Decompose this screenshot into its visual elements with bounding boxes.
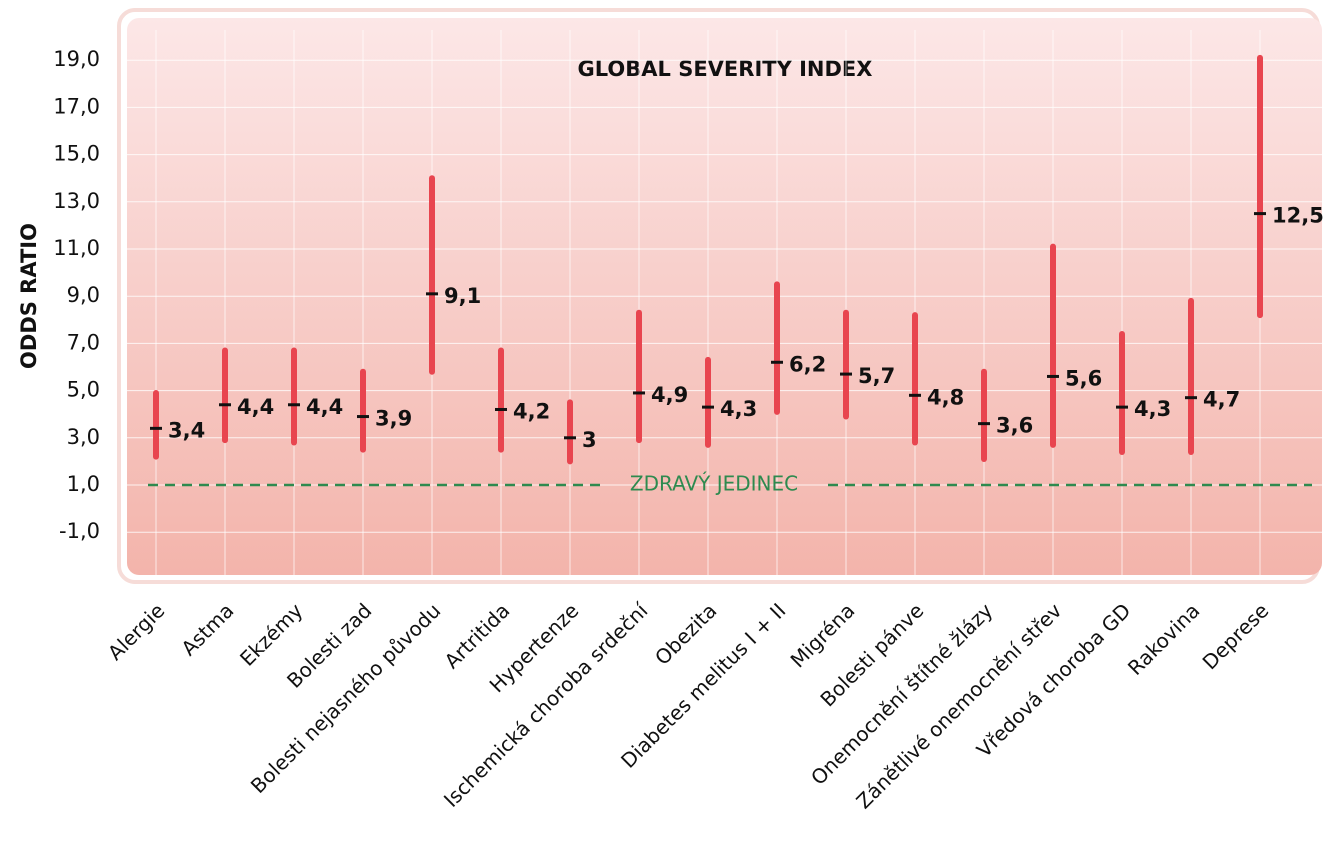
- x-tick-label: Rakovina: [1123, 598, 1204, 679]
- value-label: 5,7: [858, 364, 895, 388]
- value-label: 4,4: [237, 395, 274, 419]
- value-label: 9,1: [444, 284, 481, 308]
- y-tick-label: 19,0: [53, 47, 100, 71]
- value-label: 4,3: [720, 397, 757, 421]
- chart-title: GLOBAL SEVERITY INDEX: [578, 57, 873, 81]
- value-label: 4,2: [513, 399, 550, 423]
- value-label: 3,9: [375, 407, 412, 431]
- value-label: 4,9: [651, 383, 688, 407]
- value-label: 3: [582, 428, 597, 452]
- x-tick-label: Obezita: [650, 598, 721, 669]
- value-label: 4,8: [927, 385, 964, 409]
- y-tick-label: 3,0: [67, 425, 100, 449]
- value-label: 4,7: [1203, 388, 1240, 412]
- reference-label: ZDRAVÝ JEDINEC: [630, 472, 798, 496]
- value-label: 12,5: [1272, 204, 1323, 228]
- y-tick-label: 5,0: [67, 378, 100, 402]
- y-tick-label: 15,0: [53, 142, 100, 166]
- y-tick-label: 7,0: [67, 330, 100, 354]
- value-label: 4,4: [306, 395, 343, 419]
- y-tick-label: -1,0: [59, 519, 100, 543]
- value-label: 5,6: [1065, 366, 1102, 390]
- y-tick-label: 1,0: [67, 472, 100, 496]
- y-tick-label: 13,0: [53, 189, 100, 213]
- value-label: 6,2: [789, 352, 826, 376]
- value-label: 3,6: [996, 414, 1033, 438]
- y-tick-label: 11,0: [53, 236, 100, 260]
- y-axis-label: ODDS RATIO: [17, 223, 41, 369]
- x-tick-label: Alergie: [103, 598, 169, 664]
- x-tick-label: Deprese: [1198, 598, 1274, 674]
- y-tick-label: 17,0: [53, 94, 100, 118]
- x-tick-label: Astma: [176, 598, 238, 660]
- y-tick-label: 9,0: [67, 283, 100, 307]
- value-label: 4,3: [1134, 397, 1171, 421]
- value-label: 3,4: [168, 418, 205, 442]
